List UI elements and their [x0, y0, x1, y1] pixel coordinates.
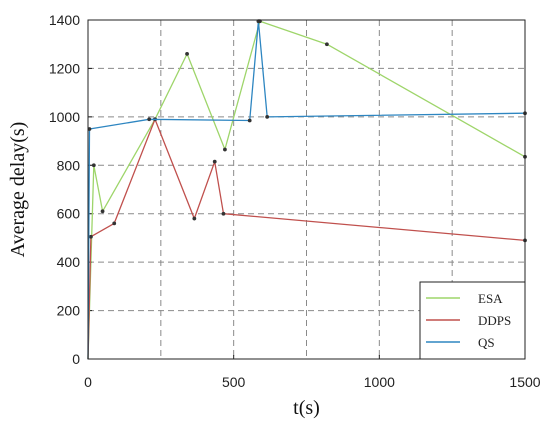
y-tick-label: 200: [57, 303, 81, 319]
data-point-esa: [100, 209, 105, 214]
data-point-esa: [91, 163, 96, 168]
x-tick-label: 1000: [364, 374, 395, 390]
y-tick-label: 400: [57, 254, 81, 270]
series-group: [87, 19, 527, 360]
x-tick-label: 500: [222, 374, 246, 390]
legend-label-qs: QS: [478, 335, 495, 350]
y-axis-title: Average delay(s): [7, 122, 29, 258]
data-point-esa: [185, 52, 189, 56]
y-tick-label: 1200: [49, 60, 80, 76]
legend: ESA DDPS QS: [419, 281, 526, 360]
y-tick-label: 1000: [49, 109, 80, 125]
y-tick-label: 800: [57, 157, 81, 173]
y-tick-label: 0: [72, 351, 80, 367]
series-qs: [87, 19, 527, 360]
data-point-qs: [265, 114, 270, 119]
y-tick-label: 1400: [49, 12, 80, 28]
data-point-qs: [87, 127, 92, 131]
legend-label-ddps: DDPS: [478, 313, 511, 328]
data-point-qs: [147, 117, 152, 122]
y-tick-label: 600: [57, 206, 81, 222]
x-tick-label: 0: [84, 374, 92, 390]
x-axis-title: t(s): [293, 397, 320, 419]
data-point-esa: [324, 42, 329, 47]
data-point-ddps: [192, 216, 197, 221]
data-point-ddps: [221, 211, 226, 216]
legend-label-esa: ESA: [478, 291, 503, 306]
data-point-ddps: [212, 159, 217, 164]
data-point-esa: [223, 147, 227, 152]
data-point-qs: [247, 118, 252, 123]
plot-frame: [87, 19, 526, 360]
tick-labels: 0 200 400 600 800 1000 1200 1400 0 500 1000 1500: [49, 12, 541, 390]
data-point-ddps: [89, 234, 93, 239]
x-tick-label: 1500: [509, 374, 540, 390]
data-point-ddps: [112, 221, 117, 226]
series-line-ddps: [87, 118, 526, 360]
